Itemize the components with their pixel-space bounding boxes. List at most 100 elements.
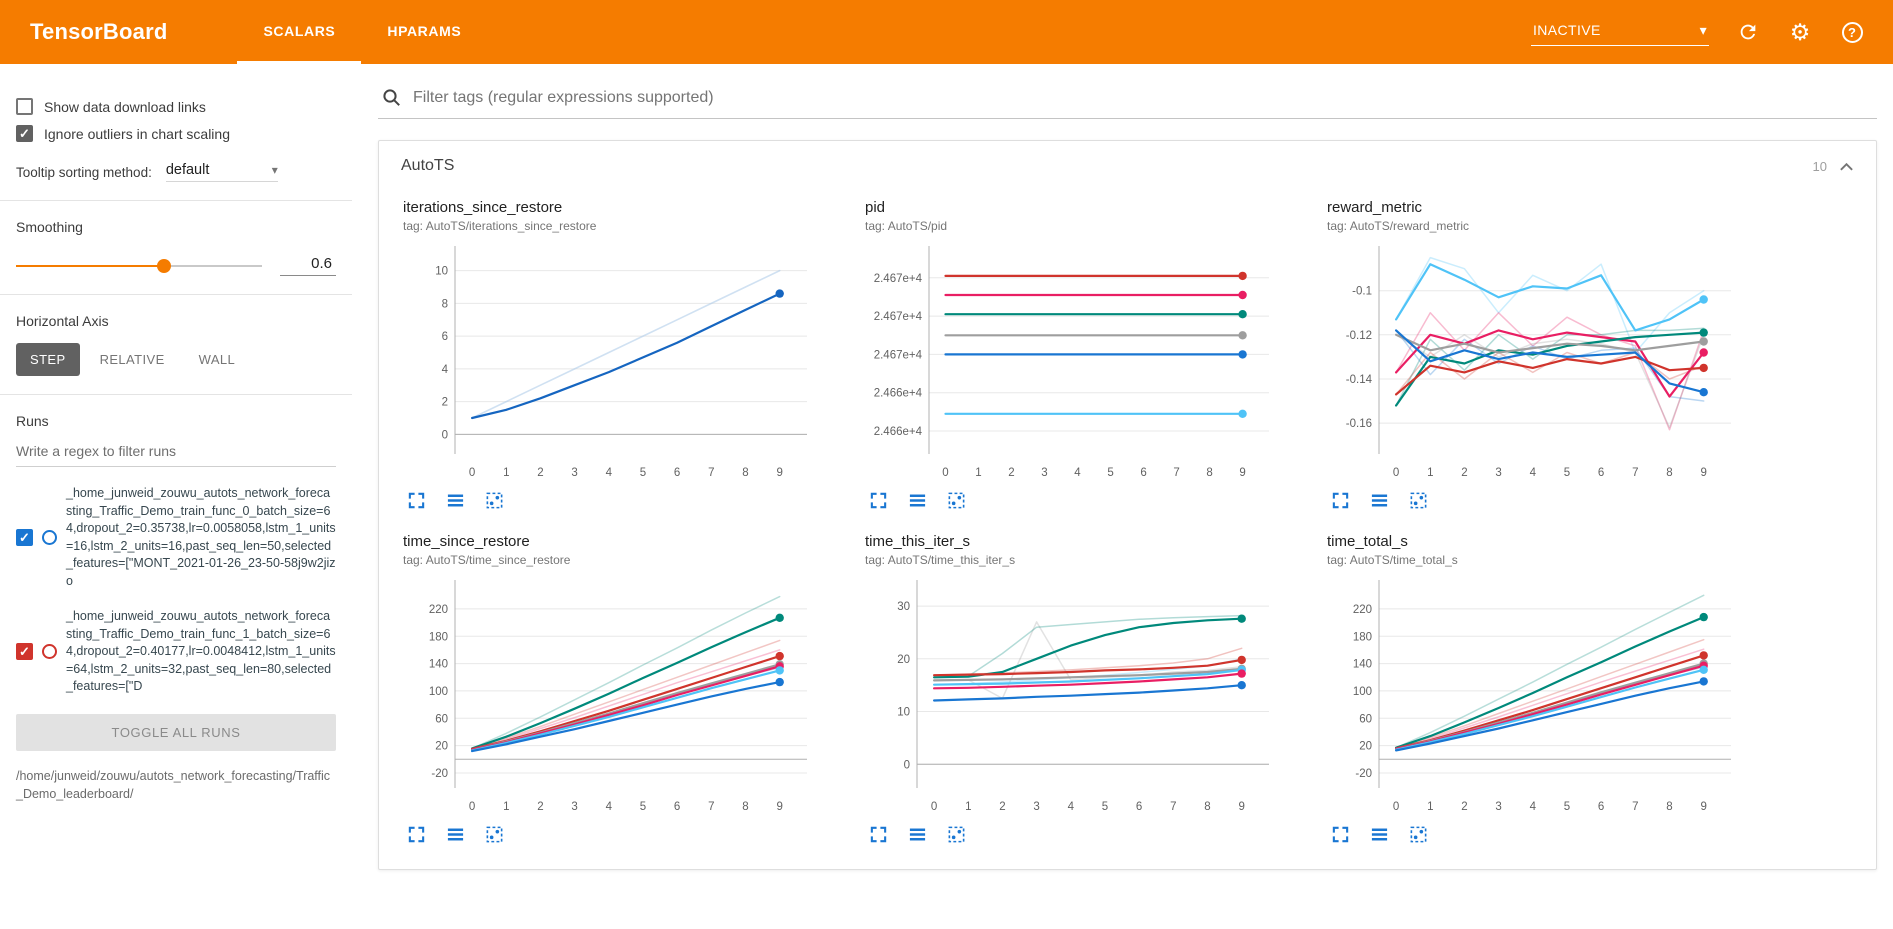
chart-tag: tag: AutoTS/iterations_since_restore [403,219,597,233]
svg-text:4: 4 [1068,801,1075,813]
axis-step-button[interactable]: STEP [16,343,80,376]
chart-tag: tag: AutoTS/pid [865,219,948,233]
slider-thumb[interactable] [156,258,171,273]
svg-text:0: 0 [469,467,475,479]
fit-domain-icon [1410,492,1426,508]
svg-text:4: 4 [606,467,613,479]
settings-button[interactable]: ⚙ [1787,19,1813,45]
fit-domain-button[interactable] [945,489,967,511]
chart-tag: tag: AutoTS/time_total_s [1327,553,1458,567]
smoothing-section: Smoothing 0.6 [0,201,352,295]
chart-canvas: -0.1 -0.12 -0.14 -0.16 0 1 2 3 4 5 6 7 8 9 [1327,239,1747,484]
fit-domain-icon [486,826,502,842]
svg-text:8: 8 [1206,467,1212,479]
svg-text:1: 1 [1427,467,1433,479]
run-label: _home_junweid_zouwu_autots_network_forec… [66,486,336,588]
axis-wall-button[interactable]: WALL [198,352,236,367]
svg-text:1: 1 [503,467,509,479]
chart-card: pid tag: AutoTS/pid 2.467e+4 2.467e+4 2.46… [865,199,1285,511]
expand-chart-button[interactable] [867,489,889,511]
svg-text:100: 100 [1353,686,1372,698]
smoothing-row: 0.6 [16,255,336,276]
chart-title: pid [865,199,886,216]
toggle-all-runs-button[interactable]: TOGGLE ALL RUNS [16,713,336,751]
run-radio[interactable] [42,530,57,545]
run-radio[interactable] [42,644,57,660]
expand-chart-button[interactable] [405,489,427,511]
svg-text:20: 20 [1359,741,1372,753]
svg-text:7: 7 [1632,801,1638,813]
svg-text:1: 1 [503,801,509,813]
chart-toolbar [1327,489,1747,511]
runs-footer-path: /home/junweid/zouwu/autots_network_forec… [16,768,331,802]
svg-text:5: 5 [1564,801,1570,813]
svg-text:30: 30 [897,601,910,613]
smoothing-label: Smoothing [16,219,83,235]
app-header: TensorBoard SCALARS HPARAMS INACTIVE ▾ ⚙… [0,0,1893,64]
svg-text:0: 0 [904,759,910,771]
svg-text:4: 4 [442,364,449,376]
svg-text:2: 2 [1461,801,1467,813]
chart-toolbar [403,489,823,511]
ignore-outliers-checkbox[interactable]: ✓ [16,125,33,142]
svg-text:20: 20 [435,741,448,753]
fit-domain-button[interactable] [1407,489,1429,511]
svg-text:8: 8 [742,801,748,813]
status-dropdown[interactable]: INACTIVE ▾ [1531,19,1709,46]
check-icon: ✓ [19,530,30,545]
chart-toolbar [403,823,823,845]
svg-text:6: 6 [442,331,448,343]
fit-domain-button[interactable] [483,489,505,511]
smoothing-value[interactable]: 0.6 [280,255,336,276]
show-download-links-label: Show data download links [44,98,206,115]
svg-text:-0.1: -0.1 [1352,286,1372,298]
tooltip-sorting-dropdown[interactable]: default ▾ [165,162,278,182]
toggle-y-axis-button[interactable] [444,489,466,511]
chart-card: time_this_iter_s tag: AutoTS/time_this_i… [865,533,1285,845]
fit-domain-icon [948,492,964,508]
fit-domain-button[interactable] [945,823,967,845]
expand-chart-button[interactable] [1329,489,1351,511]
svg-text:5: 5 [1107,467,1113,479]
toggle-y-axis-button[interactable] [906,823,928,845]
svg-text:6: 6 [674,467,680,479]
tab-scalars[interactable]: SCALARS [237,0,362,64]
runs-filter-input[interactable] [16,435,336,467]
help-button[interactable]: ? [1839,19,1865,45]
app-title: TensorBoard [30,19,168,44]
collapse-chevron-icon[interactable] [1839,161,1854,172]
tag-filter-input[interactable] [413,88,1873,107]
run-checkbox[interactable]: ✓ [16,643,33,661]
svg-text:9: 9 [776,801,782,813]
fit-domain-button[interactable] [483,823,505,845]
chart-canvas: -20 20 60 100 140 180 220 0 1 2 3 4 5 6 7 8 9 [1327,573,1747,818]
toggle-y-axis-button[interactable] [444,823,466,845]
chart-canvas: 0 10 20 30 0 1 2 3 4 5 6 7 8 9 [865,573,1285,818]
svg-text:2: 2 [442,397,448,409]
toggle-y-axis-button[interactable] [1368,823,1390,845]
section-header[interactable]: AutoTS 10 [379,141,1876,189]
svg-text:8: 8 [1204,801,1210,813]
expand-chart-button[interactable] [405,823,427,845]
chart-toolbar [1327,823,1747,845]
svg-text:2.467e+4: 2.467e+4 [874,349,923,361]
toggle-y-axis-button[interactable] [906,489,928,511]
expand-chart-button[interactable] [867,823,889,845]
horizontal-axis-section: Horizontal Axis STEP RELATIVE WALL [0,295,352,395]
toggle-y-axis-button[interactable] [1368,489,1390,511]
svg-text:5: 5 [1564,467,1570,479]
svg-text:140: 140 [1353,659,1372,671]
run-checkbox[interactable]: ✓ [16,529,33,546]
svg-text:220: 220 [1353,604,1372,616]
svg-text:7: 7 [1632,467,1638,479]
tab-hparams[interactable]: HPARAMS [387,22,462,39]
svg-text:8: 8 [442,298,448,310]
svg-text:180: 180 [429,631,448,643]
smoothing-slider[interactable] [16,258,262,273]
refresh-button[interactable] [1735,19,1761,45]
expand-chart-button[interactable] [1329,823,1351,845]
show-download-links-checkbox[interactable]: ✓ [16,98,33,115]
axis-relative-button[interactable]: RELATIVE [99,352,165,367]
svg-text:60: 60 [435,713,448,725]
fit-domain-button[interactable] [1407,823,1429,845]
